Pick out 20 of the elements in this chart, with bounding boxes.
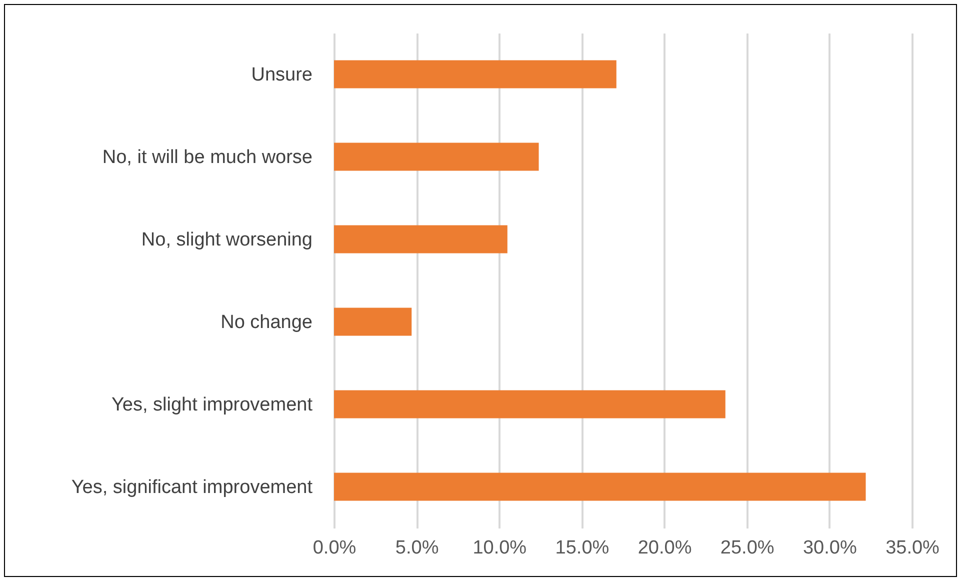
bar	[334, 225, 508, 254]
x-tick-label: 30.0%	[802, 538, 857, 558]
x-tick-label: 0.0%	[312, 538, 356, 558]
y-tick-label: No change	[220, 312, 312, 333]
y-tick-label: Yes, slight improvement	[111, 394, 314, 416]
bar	[334, 60, 616, 88]
x-tick-label: 20.0%	[638, 538, 692, 558]
bar	[334, 308, 412, 336]
bar	[334, 390, 726, 418]
x-tick-label: 25.0%	[720, 538, 774, 558]
x-tick-label: 5.0%	[395, 538, 439, 558]
bar	[334, 142, 539, 171]
bar	[334, 472, 866, 501]
x-tick-label: 10.0%	[472, 538, 527, 558]
y-tick-label: Yes, significant improvement	[71, 476, 314, 498]
x-tick-label: 15.0%	[555, 538, 610, 558]
y-tick-label: No, it will be much worse	[102, 146, 312, 168]
y-tick-label: No, slight worsening	[141, 229, 312, 250]
x-tick-label: 35.0%	[886, 538, 940, 558]
y-tick-label: Unsure	[251, 64, 312, 86]
